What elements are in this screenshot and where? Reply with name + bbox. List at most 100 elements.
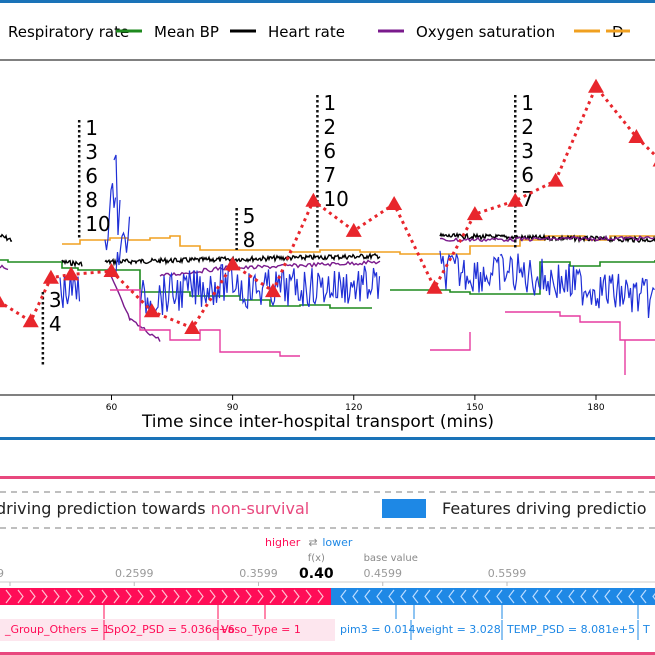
legend-label: Respiratory rate [8,23,129,41]
force-chevron [520,589,527,604]
force-chevron [233,589,240,604]
heart-rate-trace [0,231,655,268]
x-tick-label: 60 [106,403,118,413]
force-chevron [376,589,383,604]
positive-feature-label: Vaso_Type = 1 [221,623,301,636]
force-plot: driving prediction towards non-survival F… [0,491,655,641]
timeseries-panel [0,0,655,440]
force-chevron [556,589,563,604]
force-chevron [269,589,276,604]
prediction-point [22,313,39,328]
force-chevron [568,589,575,604]
x-axis-label: Time since inter-hospital transport (min… [141,412,494,432]
force-chevron [544,589,551,604]
positive-feature-label: _Group_Others = 1 [4,623,110,636]
force-chevron [173,589,180,604]
force-chevron [604,589,611,604]
prediction-point [628,129,645,144]
negative-force-bar [331,588,655,605]
systolic-trace [505,311,655,375]
force-chevron [209,589,216,604]
prediction-point [588,78,604,93]
respiratory-rate-trace [59,183,655,319]
systolic-trace [430,332,471,351]
force-chevron [592,589,599,604]
force-chevron [508,589,515,604]
force-chevron [257,589,264,604]
force-legend-swatch [382,499,426,518]
force-chevron [364,589,371,604]
force-chevron [640,589,647,604]
force-chevron [149,589,156,604]
force-chevron [424,589,431,604]
force-chevron [29,589,36,604]
force-plot-panel [0,476,655,655]
fx-value: 0.40 [299,566,334,582]
force-chevron [113,589,120,604]
negative-feature-label: pim3 = 0.014 [340,623,415,636]
positive-feature-label: SpO2_PSD = 5.036e+6 [107,623,235,636]
force-chevron [137,589,144,604]
higher-label: higher [265,536,301,549]
force-axis-tick-label: 0.3599 [239,567,278,580]
prediction-point [547,172,564,187]
force-chevron [460,589,467,604]
legend-label: Heart rate [268,23,345,41]
force-chevron [412,589,419,604]
event-code-label: 10 [85,212,110,236]
event-code-label: 3 [521,139,534,163]
force-chevron [281,589,288,604]
force-chevron [77,589,84,604]
force-chevron [89,589,96,604]
event-code-label: 7 [323,163,336,187]
mean-bp-trace [0,259,372,309]
event-code-label: 5 [243,204,256,228]
force-chevron [580,589,587,604]
force-legend-left: driving prediction towards non-survival [0,499,309,518]
event-code-label: 1 [85,116,98,140]
positive-force-bar [0,588,331,605]
prediction-point [507,192,524,207]
prediction-point [42,269,59,284]
event-code-label: 4 [49,312,62,336]
force-chevron [101,589,108,604]
event-code-label: 1 [521,91,534,115]
event-code-label: 6 [323,139,336,163]
force-chevron [400,589,407,604]
force-axis-tick-label: 0.4599 [364,567,403,580]
force-chevron [197,589,204,604]
x-tick-label: 120 [345,403,362,413]
prediction-point [305,192,322,207]
prediction-point [426,279,443,294]
force-axis-tick-label: 0.5599 [488,567,527,580]
systolic-trace [110,289,300,357]
event-code-label: 6 [85,164,98,188]
prediction-point [386,196,403,211]
force-chevron [652,592,655,601]
event-code-label: 1 [323,91,336,115]
fx-label: f(x) [308,553,325,564]
event-code-label: 3 [49,288,62,312]
force-chevron [245,589,252,604]
event-code-label: 8 [85,188,98,212]
event-code-label: 10 [323,187,348,211]
force-chevron [5,589,12,604]
prediction-point [265,283,281,298]
prediction-point [345,222,362,237]
x-axis: 60 90 120 150 180 [106,395,605,413]
prediction-point [184,320,201,334]
event-code-label: 7 [521,187,534,211]
force-axis-tick-label: 0.2599 [115,567,154,580]
x-tick-label: 90 [227,403,239,413]
event-code-label: 3 [85,140,98,164]
force-chevron [125,589,132,604]
force-chevron [65,589,72,604]
force-chevron [53,589,60,604]
force-chevron [185,589,192,604]
prediction-point [143,303,160,318]
force-chevron [221,589,228,604]
event-code-label: 2 [323,115,336,139]
negative-feature-label: T [642,623,650,636]
lower-label: lower [322,536,353,549]
prediction-series [0,78,655,334]
